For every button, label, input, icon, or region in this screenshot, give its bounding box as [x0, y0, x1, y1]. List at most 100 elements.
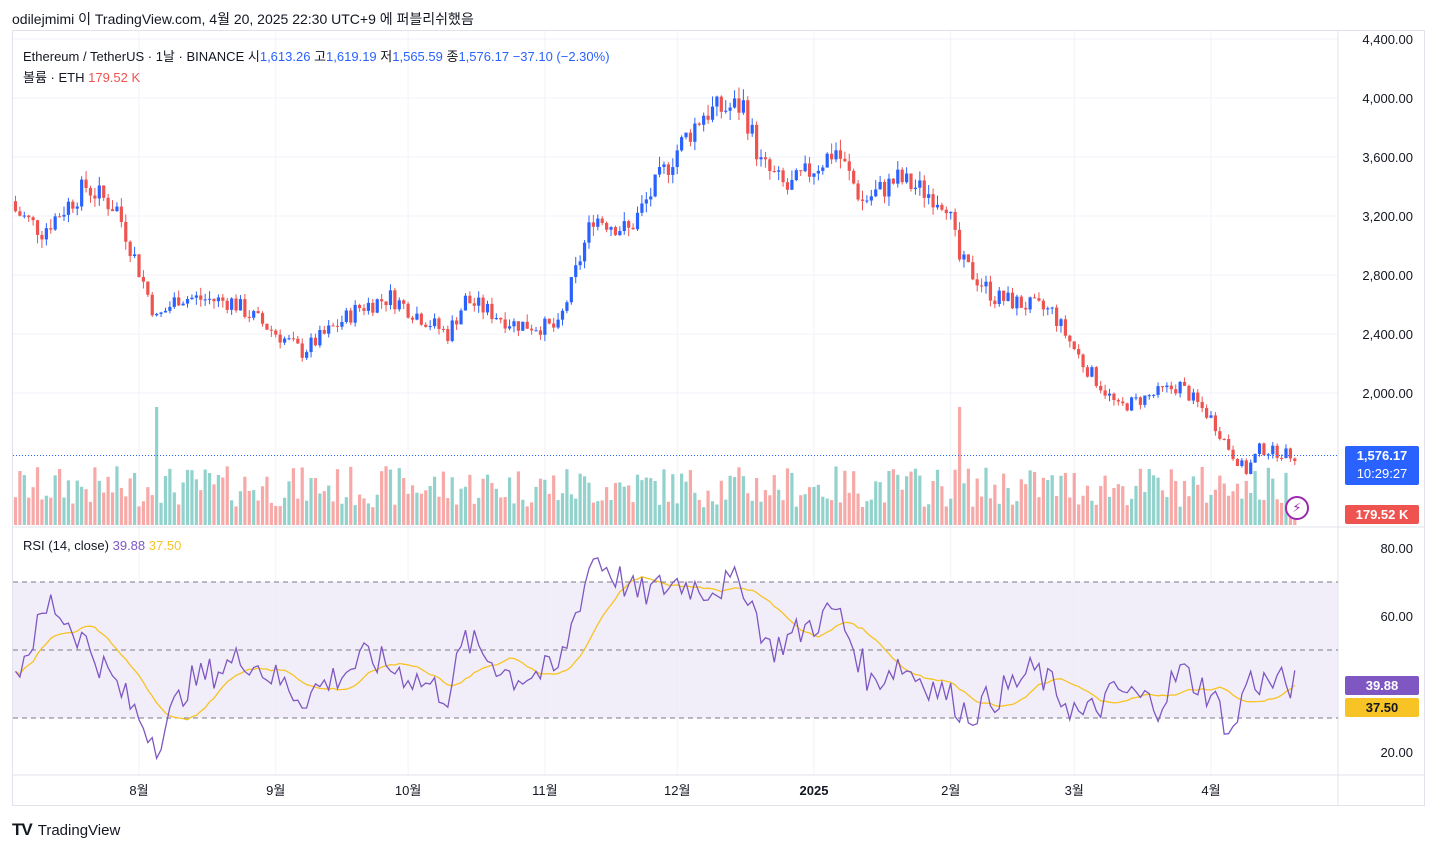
candle-body: [1147, 395, 1151, 397]
candle-body: [613, 227, 618, 236]
volume-bar: [318, 493, 322, 525]
volume-bar: [446, 498, 450, 525]
volume-bar: [163, 476, 168, 525]
candle-body: [905, 173, 909, 183]
price-tick-label: 2,400.00: [1362, 327, 1413, 342]
candle-body: [177, 297, 181, 306]
volume-bar: [1068, 497, 1072, 525]
volume-bar: [507, 477, 512, 525]
volume-bar: [1002, 473, 1006, 525]
volume-bar: [468, 474, 472, 525]
candle-body: [1063, 319, 1068, 336]
candle-body: [684, 132, 688, 138]
volume-bar: [1165, 497, 1169, 525]
candle-body: [212, 298, 216, 302]
candle-body: [666, 164, 670, 175]
volume-bar: [931, 481, 935, 525]
volume-bar: [150, 495, 154, 525]
volume-bar: [781, 500, 785, 525]
volume-bar: [410, 485, 415, 525]
candle-body: [1037, 298, 1041, 301]
candle-body: [750, 124, 754, 134]
volume-bar: [1204, 502, 1209, 525]
volume-bar: [146, 487, 150, 525]
candle-body: [882, 181, 887, 197]
volume-bar: [569, 494, 573, 525]
candle-body: [997, 290, 1001, 305]
candle-body: [949, 211, 953, 214]
candle-body: [896, 169, 900, 184]
candle-body: [331, 325, 335, 327]
candle-body: [565, 302, 569, 311]
volume-bar: [340, 503, 344, 525]
volume-bar: [216, 474, 221, 525]
volume-bar: [159, 502, 163, 525]
volume-bar: [543, 479, 547, 525]
candle-body: [53, 216, 57, 230]
volume-bar: [1227, 495, 1231, 525]
candle-body: [1032, 297, 1037, 299]
volume-bar: [1152, 475, 1156, 525]
volume-bar: [155, 407, 159, 525]
volume-bar: [552, 475, 556, 525]
volume-bar: [450, 477, 454, 525]
candle-body: [957, 229, 962, 260]
candle-body: [88, 188, 93, 196]
candle-body: [803, 163, 807, 172]
volume-bar: [1271, 478, 1275, 525]
candle-body: [75, 206, 79, 209]
volume-bar: [940, 486, 944, 525]
volume-bar: [181, 482, 185, 525]
candle-body: [856, 183, 860, 200]
candle-body: [1028, 297, 1032, 310]
volume-bar: [199, 490, 203, 525]
volume-bar: [1196, 484, 1200, 525]
candle-body: [812, 173, 816, 177]
candle-body: [481, 297, 485, 313]
volume-bar: [1257, 499, 1262, 525]
volume-bar: [525, 506, 529, 525]
volume-bar: [807, 487, 812, 525]
volume-bar: [706, 490, 710, 525]
candle-body: [724, 110, 728, 112]
candle-body: [1182, 381, 1187, 386]
candle-body: [1094, 367, 1098, 386]
candle-body: [393, 290, 397, 310]
volume-bar: [578, 473, 582, 525]
candle-body: [62, 214, 66, 217]
candle-body: [794, 170, 798, 180]
candle-body: [260, 313, 265, 324]
volume-bar: [966, 468, 970, 525]
volume-bar: [649, 478, 653, 525]
candle-body: [574, 265, 578, 278]
candle-body: [790, 179, 794, 190]
candle-body: [1293, 458, 1297, 461]
volume-bar: [291, 468, 296, 525]
volume-bar: [975, 478, 979, 525]
candle-body: [406, 303, 410, 318]
candle-body: [115, 206, 119, 212]
candle-body: [477, 297, 481, 306]
volume-bar: [905, 476, 909, 525]
open-value: 1,613.26: [259, 49, 311, 64]
candle-body: [1006, 292, 1010, 301]
volume-bar: [1081, 495, 1085, 525]
chart-frame: [12, 30, 1425, 806]
volume-bar: [1138, 468, 1143, 525]
volume-bar: [393, 504, 397, 525]
volume-bar: [499, 497, 503, 525]
volume-bar: [587, 482, 591, 525]
volume-bar: [331, 501, 335, 525]
volume-bar: [1178, 506, 1182, 525]
candle-body: [600, 218, 604, 223]
candle-body: [649, 196, 653, 200]
volume-bar: [710, 501, 715, 525]
volume-bar: [834, 466, 838, 525]
candle-body: [146, 281, 150, 295]
volume-bar: [1209, 494, 1213, 525]
candle-body: [865, 200, 869, 202]
lightning-icon[interactable]: ⚡: [1285, 496, 1309, 520]
volume-bar: [755, 478, 759, 525]
rsi-lines: [14, 557, 1296, 761]
